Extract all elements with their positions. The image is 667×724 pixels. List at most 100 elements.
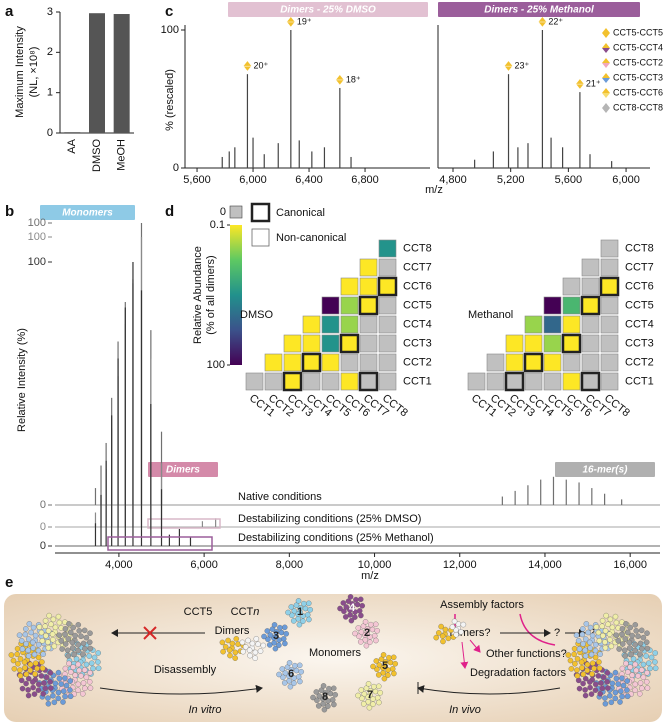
monomer-id: 6: [288, 668, 294, 680]
blob: [578, 659, 585, 665]
blob: [627, 624, 633, 631]
blob: [584, 667, 591, 674]
blob: [387, 659, 394, 666]
heatmap-cell: [524, 372, 543, 391]
heatmap-cell: [581, 277, 600, 296]
blob: [46, 612, 52, 619]
blob: [14, 645, 21, 652]
blob: [601, 674, 607, 681]
heatmap-cell: [264, 372, 283, 391]
blob: [580, 680, 586, 687]
legend-canonical: [250, 202, 271, 223]
blob: [652, 659, 658, 665]
blob: [627, 664, 633, 670]
row-label: CCT7: [403, 261, 432, 273]
blob: [589, 632, 596, 639]
blob: [296, 621, 303, 628]
blob: [31, 651, 38, 658]
blob: [637, 680, 644, 686]
blob: [35, 681, 42, 688]
legend-marker: [602, 78, 610, 83]
blob: [295, 674, 302, 680]
heatmap-cell: [302, 315, 321, 334]
blob: [55, 613, 62, 620]
blob: [337, 605, 343, 612]
blob: [19, 685, 26, 692]
blob: [370, 663, 376, 670]
blob: [40, 651, 46, 657]
blob: [66, 660, 72, 667]
blob: [55, 689, 62, 696]
blob: [584, 661, 591, 668]
monomer-id: 8: [322, 691, 328, 703]
heatmap-cell: [600, 353, 619, 372]
blob: [27, 661, 34, 668]
blob: [579, 631, 586, 638]
blob: [355, 692, 361, 699]
blob: [39, 638, 46, 644]
legend-label: Native conditions: [238, 491, 322, 503]
blob: [80, 691, 86, 697]
heatmap-cell: [378, 334, 397, 353]
blob: [257, 648, 264, 654]
blob: [32, 632, 39, 639]
blob: [253, 636, 260, 642]
blob: [607, 637, 613, 643]
blob: [374, 695, 381, 701]
banner-text: Dimers - 25% DMSO: [280, 5, 376, 16]
heatmap-cell: [505, 334, 524, 353]
blob: [639, 685, 645, 692]
blob: [321, 706, 328, 713]
banner: [228, 2, 428, 17]
heatmap-cell: [543, 372, 562, 391]
blob: [71, 651, 77, 658]
y-tick-label: 2: [47, 46, 53, 58]
blob: [73, 656, 80, 662]
blob: [592, 647, 599, 654]
blob: [252, 655, 258, 661]
peak-label: 20⁺: [253, 61, 268, 71]
blob: [27, 667, 34, 674]
blob: [35, 641, 42, 648]
blob: [310, 694, 316, 701]
marker-half: [537, 21, 547, 28]
x-tick-label: 5,200: [497, 174, 525, 186]
blob: [17, 667, 23, 673]
blob: [392, 661, 398, 667]
blob: [48, 621, 54, 628]
blob: [602, 639, 608, 645]
blob: [643, 653, 649, 659]
x-tick-label: MeOH: [116, 139, 128, 171]
x-tick-label: 4,000: [105, 559, 133, 571]
label: Monomers: [309, 647, 361, 659]
marker-half: [335, 79, 345, 86]
blob: [63, 682, 70, 689]
bar: [64, 132, 81, 133]
blob: [42, 617, 49, 624]
blob: [373, 637, 379, 644]
blob: [252, 649, 259, 656]
blob: [451, 618, 458, 625]
blob: [48, 685, 54, 691]
colorbar-tick-label: 0.1: [210, 219, 225, 231]
heatmap-cell: [282, 371, 303, 392]
blob: [438, 623, 444, 630]
blob: [574, 656, 581, 662]
panel-label: c: [165, 3, 173, 20]
blob: [240, 648, 246, 655]
blob: [329, 697, 336, 703]
blob: [86, 639, 93, 645]
blob: [603, 612, 609, 619]
blob: [582, 647, 588, 654]
blob: [630, 656, 637, 662]
heatmap-cell: [340, 315, 359, 334]
blob: [648, 654, 655, 661]
blob: [607, 693, 613, 699]
blob: [66, 621, 72, 627]
blob: [300, 618, 306, 624]
blob: [640, 674, 647, 681]
blob: [644, 630, 650, 636]
blob: [87, 630, 93, 636]
banner: [40, 205, 135, 220]
blob: [18, 638, 25, 644]
